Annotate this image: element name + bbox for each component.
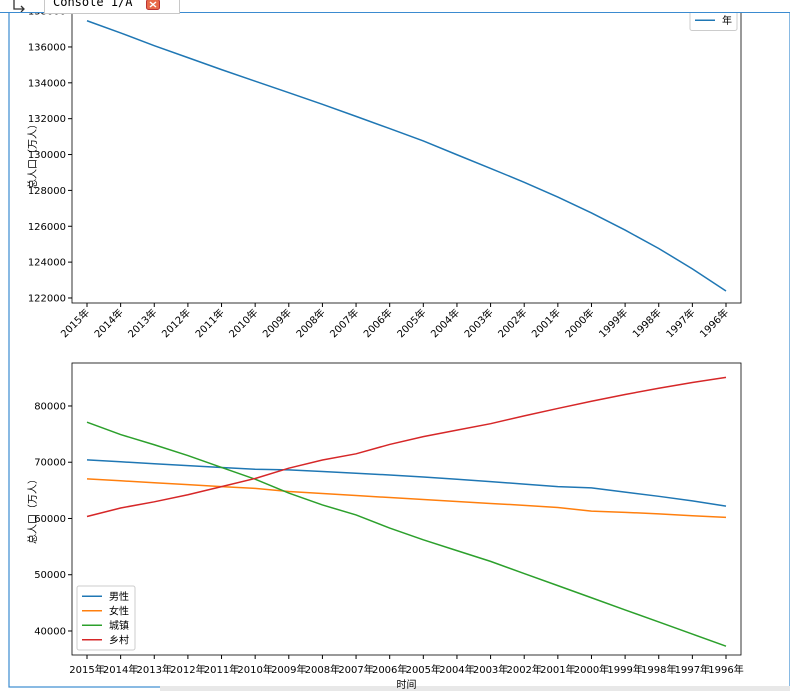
x-tick-label: 2000年 xyxy=(562,306,596,340)
legend-label: 男性 xyxy=(109,590,129,603)
y-tick-label: 80000 xyxy=(34,401,66,412)
tab-close[interactable] xyxy=(146,0,160,11)
x-tick-label: 2006年 xyxy=(361,306,395,340)
x-tick-label: 2010年 xyxy=(226,306,260,340)
x-tick-label: 2000年 xyxy=(574,663,609,676)
x-tick-label: 2007年 xyxy=(327,306,361,340)
x-tick-label: 2008年 xyxy=(305,663,340,676)
x-tick-label: 2014年 xyxy=(91,306,125,340)
y-tick-label: 130000 xyxy=(28,150,66,161)
y-tick-label: 126000 xyxy=(28,222,66,233)
x-tick-label: 1998年 xyxy=(641,663,676,676)
y-tick-label: 40000 xyxy=(34,626,66,637)
x-tick-label: 1997年 xyxy=(663,306,697,340)
x-tick-label: 2015年 xyxy=(58,306,92,340)
x-tick-label: 2008年 xyxy=(293,306,327,340)
legend-label: 城镇 xyxy=(109,619,129,632)
x-tick-label: 2007年 xyxy=(338,663,373,676)
console-tab[interactable]: Console 1/A xyxy=(44,0,180,14)
y-tick-label: 122000 xyxy=(28,293,66,304)
x-tick-label: 2001年 xyxy=(540,663,575,676)
scrollbar xyxy=(160,686,790,691)
y-tick-label: 50000 xyxy=(34,570,66,581)
x-tick-label: 2002年 xyxy=(495,306,529,340)
y-tick-label: 134000 xyxy=(28,78,66,89)
line-series xyxy=(86,376,727,518)
line-series xyxy=(86,478,727,519)
x-tick-label: 1996年 xyxy=(708,663,743,676)
y-tick-label: 128000 xyxy=(28,186,66,197)
x-tick-label: 2009年 xyxy=(260,306,294,340)
x-tick-label: 1999年 xyxy=(607,663,642,676)
x-tick-label: 2011年 xyxy=(192,306,226,340)
x-tick-label: 2009年 xyxy=(271,663,306,676)
x-tick-label: 2004年 xyxy=(428,306,462,340)
x-tick-label: 2014年 xyxy=(103,663,138,676)
x-tick-label: 2012年 xyxy=(159,306,193,340)
y-tick-label: 124000 xyxy=(28,258,66,269)
x-tick-label: 2005年 xyxy=(406,663,441,676)
x-tick-label: 2004年 xyxy=(439,663,474,676)
x-tick-label: 1999年 xyxy=(596,306,630,340)
x-tick-label: 2002年 xyxy=(506,663,541,676)
x-tick-label: 2015年 xyxy=(69,663,104,676)
line-series xyxy=(86,421,727,647)
y-tick-label: 60000 xyxy=(34,514,66,525)
x-tick-label: 2001年 xyxy=(529,306,563,340)
legend xyxy=(76,585,136,651)
axes xyxy=(71,4,742,304)
x-tick-label: 2003年 xyxy=(473,663,508,676)
x-tick-label: 2012年 xyxy=(170,663,205,676)
x-tick-label: 1997年 xyxy=(675,663,710,676)
legend-label: 年 xyxy=(722,14,732,27)
x-tick-label: 2011年 xyxy=(204,663,239,676)
x-tick-label: 2006年 xyxy=(372,663,407,676)
x-tick-label: 1996年 xyxy=(697,306,731,340)
legend-label: 乡村 xyxy=(109,633,129,646)
x-tick-label: 2010年 xyxy=(237,663,272,676)
legend-label: 女性 xyxy=(109,604,129,617)
y-tick-label: 136000 xyxy=(28,42,66,53)
y-tick-label: 132000 xyxy=(28,114,66,125)
line-series xyxy=(86,20,727,292)
axes xyxy=(71,362,742,656)
line-series xyxy=(86,459,727,507)
tab-label: Console 1/A xyxy=(53,0,133,9)
tab-menu-icon[interactable] xyxy=(10,0,50,12)
x-tick-label: 2003年 xyxy=(461,306,495,340)
x-tick-label: 2005年 xyxy=(394,306,428,340)
x-tick-label: 2013年 xyxy=(137,663,172,676)
y-axis-label: 总人口（万人） xyxy=(26,474,39,544)
y-axis-label: 总人口（万人） xyxy=(26,119,39,189)
x-tick-label: 1998年 xyxy=(630,306,664,340)
x-tick-label: 2013年 xyxy=(125,306,159,340)
y-tick-label: 70000 xyxy=(34,458,66,469)
tab-bar: Console 1/A xyxy=(0,0,790,14)
x-axis-label: 时间 xyxy=(397,678,417,691)
